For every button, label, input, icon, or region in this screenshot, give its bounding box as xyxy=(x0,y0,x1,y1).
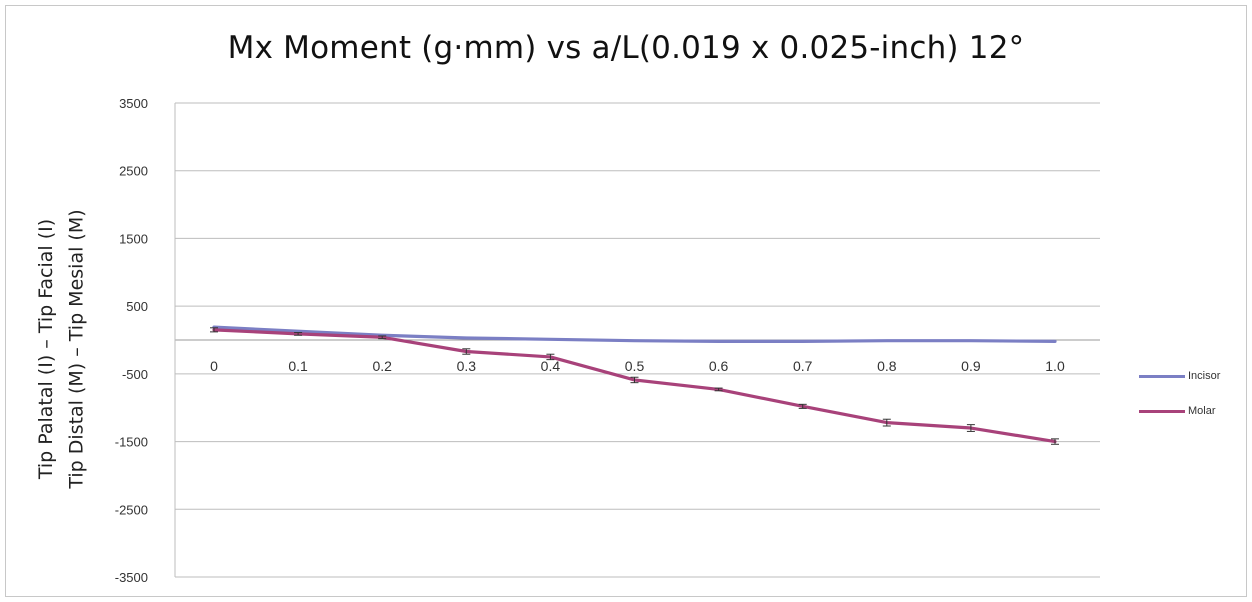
x-tick-label: 0.2 xyxy=(372,358,392,374)
x-tick-label: 0.1 xyxy=(288,358,308,374)
series-line-molar xyxy=(212,328,1057,444)
x-tick-label: 0.7 xyxy=(793,358,813,374)
legend-label-molar: Molar xyxy=(1188,405,1216,417)
x-tick-label: 0.3 xyxy=(457,358,477,374)
y-tick-label: 500 xyxy=(126,299,148,314)
legend-label-incisor: Incisor xyxy=(1188,370,1221,382)
x-tick-label: 1.0 xyxy=(1045,358,1065,374)
x-tick-label: 0.5 xyxy=(625,358,645,374)
y-tick-label: -500 xyxy=(122,367,148,382)
legend-swatch-molar xyxy=(1139,410,1185,413)
legend-swatch-incisor xyxy=(1139,375,1185,378)
y-tick-label: 1500 xyxy=(119,231,148,246)
chart-frame xyxy=(5,5,1247,597)
y-tick-label: 3500 xyxy=(119,96,148,111)
y-tick-label: -3500 xyxy=(115,570,148,585)
series-line-incisor xyxy=(212,325,1057,343)
y-tick-label: 2500 xyxy=(119,164,148,179)
x-tick-label: 0 xyxy=(210,358,218,374)
x-tick-label: 0.9 xyxy=(961,358,981,374)
x-tick-label: 0.4 xyxy=(541,358,561,374)
x-tick-label: 0.8 xyxy=(877,358,897,374)
x-tick-label: 0.6 xyxy=(709,358,729,374)
chart-title: Mx Moment (g·mm) vs a/L(0.019 x 0.025-in… xyxy=(227,30,1025,66)
y-tick-label: -1500 xyxy=(115,435,148,450)
y-tick-label: -2500 xyxy=(115,502,148,517)
